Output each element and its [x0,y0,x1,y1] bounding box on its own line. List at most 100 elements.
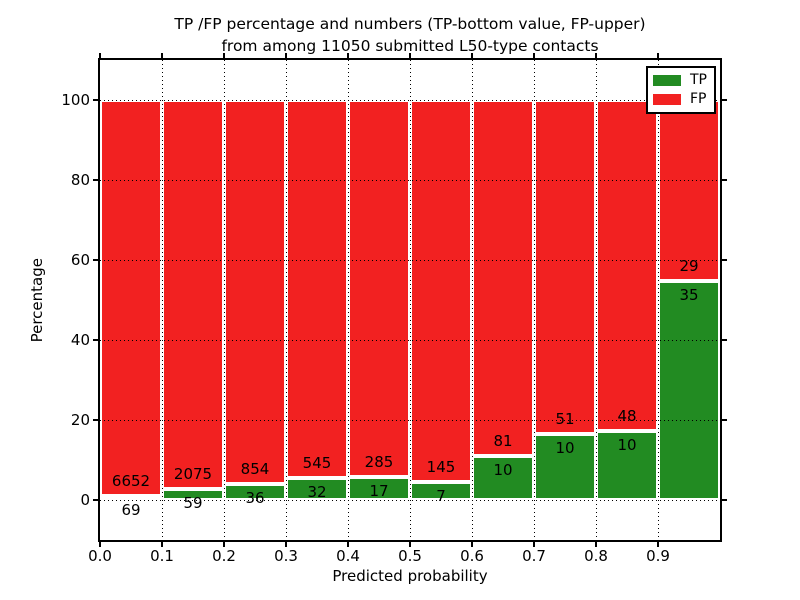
gridline-x-0.8 [595,60,597,540]
gridline-x-0.5 [409,60,411,540]
x-tick-top-2 [223,53,225,58]
bar-tp-8 [596,431,658,500]
tp-count-label-6: 10 [493,461,513,480]
x-tick-bottom-4 [347,542,349,547]
x-axis-label: Predicted probability [332,567,488,585]
fp-count-label-0: 6652 [111,471,151,490]
y-tick-left-4 [93,179,98,181]
bar-fp-5 [410,100,472,482]
fp-count-label-4: 285 [364,453,394,472]
legend-item-fp: FP [653,92,709,107]
tp-count-label-8: 10 [617,436,637,455]
fp-count-label-9: 29 [679,257,699,276]
fp-count-label-3: 545 [302,453,332,472]
y-tick-left-5 [93,99,98,101]
y-tick-label-4: 80 [70,171,90,189]
legend-item-tp: TP [653,73,709,88]
x-tick-top-4 [347,53,349,58]
legend-swatch-fp-icon [653,94,681,105]
x-tick-bottom-2 [223,542,225,547]
y-tick-right-0 [722,499,727,501]
x-tick-label-5: 0.5 [398,547,422,565]
x-tick-label-9: 0.9 [646,547,670,565]
x-tick-top-1 [161,53,163,58]
x-tick-label-8: 0.8 [584,547,608,565]
bar-fp-1 [162,100,224,489]
fp-count-label-6: 81 [493,432,513,451]
x-tick-top-6 [471,53,473,58]
x-tick-label-3: 0.3 [274,547,298,565]
bar-fp-7 [534,100,596,435]
x-tick-bottom-8 [595,542,597,547]
tp-count-label-9: 35 [679,286,699,305]
chart-title-line2: from among 11050 submitted L50-type cont… [221,37,599,55]
y-tick-left-2 [93,339,98,341]
x-tick-top-5 [409,53,411,58]
x-tick-top-3 [285,53,287,58]
bar-fp-0 [100,100,162,496]
y-tick-right-2 [722,339,727,341]
bar-tp-3 [286,477,348,500]
y-tick-label-1: 20 [70,411,90,429]
gridline-x-0.1 [161,60,163,540]
bar-tp-6 [472,456,534,500]
x-tick-top-8 [595,53,597,58]
x-tick-bottom-1 [161,542,163,547]
x-tick-label-6: 0.6 [460,547,484,565]
bar-tp-7 [534,434,596,500]
tp-count-label-1: 59 [183,493,203,512]
x-tick-bottom-3 [285,542,287,547]
bar-fp-9 [658,100,720,282]
x-tick-top-9 [657,53,659,58]
x-tick-label-4: 0.4 [336,547,360,565]
chart-title-line1: TP /FP percentage and numbers (TP-bottom… [174,15,646,33]
bar-tp-5 [410,481,472,500]
y-tick-label-0: 0 [80,491,90,509]
bar-fp-6 [472,100,534,457]
tp-count-label-5: 7 [436,486,446,505]
y-tick-right-3 [722,259,727,261]
bar-tp-2 [224,483,286,500]
bar-fp-3 [286,100,348,478]
fp-count-label-8: 48 [617,407,637,426]
x-tick-bottom-0 [99,542,101,547]
tp-count-label-0: 69 [121,500,141,519]
x-tick-bottom-5 [409,542,411,547]
x-tick-bottom-9 [657,542,659,547]
legend-label-tp: TP [690,72,707,88]
y-tick-right-1 [722,419,727,421]
bar-tp-1 [162,488,224,500]
gridline-x-0.3 [285,60,287,540]
gridline-x-0.6 [471,60,473,540]
y-tick-left-0 [93,499,98,501]
gridline-x-0.2 [223,60,225,540]
y-tick-right-5 [722,99,727,101]
fp-count-label-1: 2075 [173,464,213,483]
bar-tp-4 [348,477,410,500]
bar-tp-9 [658,281,720,500]
x-tick-top-7 [533,53,535,58]
y-tick-right-4 [722,179,727,181]
tp-count-label-7: 10 [555,439,575,458]
y-tick-label-3: 60 [70,251,90,269]
gridline-x-0.7 [533,60,535,540]
bar-fp-2 [224,100,286,484]
x-tick-label-1: 0.1 [150,547,174,565]
tp-count-label-3: 32 [307,482,327,501]
gridline-x-0.4 [347,60,349,540]
x-tick-bottom-7 [533,542,535,547]
fp-count-label-7: 51 [555,410,575,429]
y-tick-left-1 [93,419,98,421]
tp-count-label-4: 17 [369,482,389,501]
fp-count-label-5: 145 [426,457,456,476]
legend-label-fp: FP [690,91,707,107]
x-tick-top-0 [99,53,101,58]
x-tick-label-7: 0.7 [522,547,546,565]
x-tick-label-0: 0.0 [88,547,112,565]
gridline-x-0.9 [657,60,659,540]
legend-swatch-tp-icon [653,75,681,86]
fp-count-label-2: 854 [240,459,270,478]
x-tick-label-2: 0.2 [212,547,236,565]
